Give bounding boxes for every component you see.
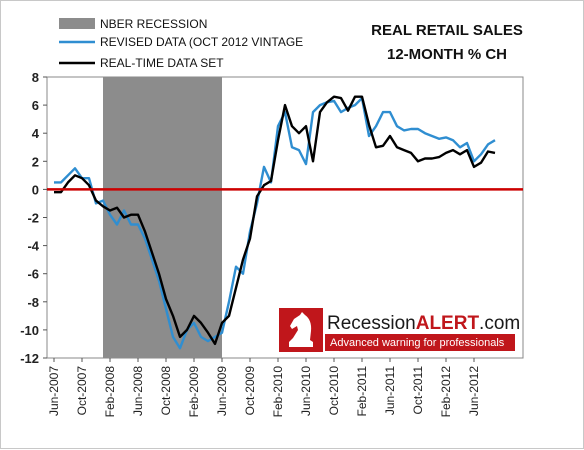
logo-name-main: Recession: [327, 313, 416, 334]
chess-knight-icon: [289, 312, 313, 347]
x-tick-label: Feb-2011: [355, 366, 369, 417]
logo-name: RecessionALERT.com: [327, 313, 520, 334]
x-tick-label: Feb-2010: [271, 366, 285, 418]
x-tick-label: Oct-2011: [411, 366, 425, 415]
x-tick-label: Oct-2008: [159, 366, 173, 416]
series-layer: [54, 95, 496, 350]
x-tick-label: Jun-2011: [383, 366, 397, 415]
logo-name-accent: ALERT: [416, 313, 480, 334]
legend-label-real-time: REAL-TIME DATA SET: [100, 56, 224, 70]
chart-title-line-1: REAL RETAIL SALES: [371, 22, 523, 39]
legend-label-revised: REVISED DATA (OCT 2012 VINTAGE: [100, 35, 303, 49]
y-tick-label: -8: [27, 295, 39, 310]
logo-tagline-bar: [325, 334, 515, 351]
y-tick-label: 6: [32, 98, 39, 113]
legend-label-recession: NBER RECESSION: [100, 17, 207, 31]
x-tick-label: Feb-2008: [103, 366, 117, 418]
y-tick-label: 4: [32, 126, 40, 141]
x-tick-label: Oct-2010: [327, 366, 341, 416]
logo-tagline: Advanced warning for professionals: [330, 337, 505, 349]
x-tick-label: Feb-2012: [439, 366, 453, 418]
legend-swatch-recession: [59, 18, 95, 29]
tick-labels-layer: 8 6 4 2 0 -2 -4 -6 -8 -10 -12 Jun-2007 Oct-2007 Feb-2…: [20, 70, 481, 417]
x-tick-label: Jun-2009: [215, 366, 229, 416]
x-tick-label: Oct-2009: [243, 366, 257, 416]
x-tick-label: Feb-2009: [187, 366, 201, 418]
x-tick-label: Jun-2008: [131, 366, 145, 416]
y-tick-label: 2: [32, 154, 39, 169]
series-line-real-time: [54, 95, 496, 346]
x-tick-label: Jun-2010: [299, 366, 313, 416]
recessionalert-logo: RecessionALERT.com Advanced warning for …: [277, 305, 520, 355]
y-tick-label: -2: [27, 211, 39, 226]
y-tick-label: -4: [27, 239, 39, 254]
y-tick-label: -10: [20, 323, 39, 338]
axes-layer: [43, 76, 475, 362]
y-tick-label: 0: [32, 182, 39, 197]
y-tick-label: 8: [32, 70, 39, 85]
y-tick-label: -6: [27, 267, 39, 282]
x-tick-label: Jun-2012: [467, 366, 481, 416]
logo-name-suffix: .com: [479, 313, 520, 334]
legend: NBER RECESSION REVISED DATA (OCT 2012 VI…: [59, 17, 303, 70]
x-tick-label: Oct-2007: [75, 366, 89, 416]
x-tick-label: Jun-2007: [47, 366, 61, 416]
chart-title-line-2: 12-MONTH % CH: [387, 46, 507, 63]
y-tick-label: -12: [20, 351, 39, 366]
